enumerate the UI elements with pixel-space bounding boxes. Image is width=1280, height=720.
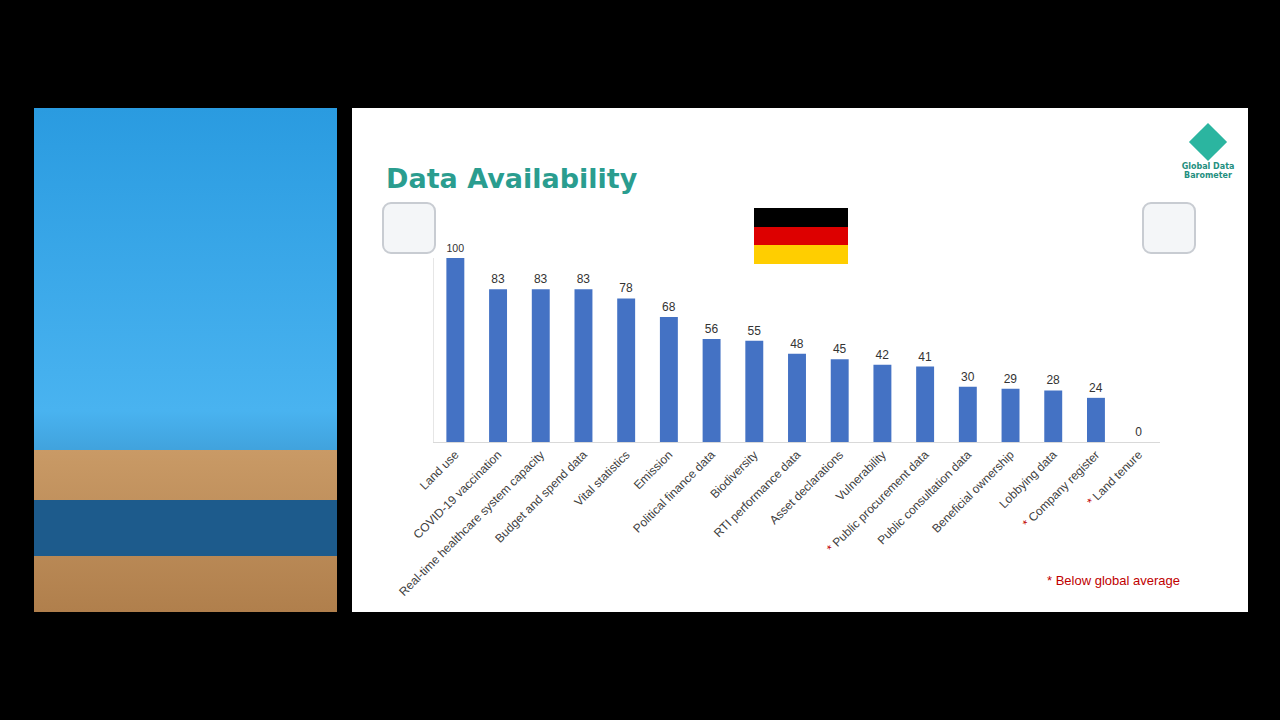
svg-text:28: 28 — [1046, 373, 1060, 387]
svg-text:100: 100 — [446, 242, 464, 254]
svg-text:83: 83 — [534, 272, 548, 286]
svg-text:55: 55 — [747, 324, 761, 338]
svg-text:30: 30 — [961, 370, 975, 384]
svg-text:Public consultation data: Public consultation data — [875, 448, 975, 548]
svg-text:RTI performance data: RTI performance data — [711, 448, 804, 541]
svg-text:Data Availability: Data Availability — [386, 163, 638, 194]
svg-text:68: 68 — [662, 300, 676, 314]
svg-text:Beneficial ownership: Beneficial ownership — [929, 448, 1017, 536]
html-text:Global Data Barometer: Global Data Barometer — [1181, 162, 1235, 180]
svg-text:24: 24 — [1089, 381, 1103, 395]
svg-text:Land use: Land use — [417, 448, 462, 493]
svg-text:Emission: Emission — [631, 448, 675, 492]
svg-text:56: 56 — [705, 322, 719, 336]
svg-text:Lobbying data: Lobbying data — [996, 448, 1059, 511]
svg-text:Biodiversity: Biodiversity — [707, 448, 760, 501]
svg-text:45: 45 — [833, 342, 847, 356]
svg-text:78: 78 — [619, 281, 633, 295]
svg-text:42: 42 — [876, 348, 890, 362]
svg-text:* Company register: * Company register — [1020, 448, 1103, 531]
svg-text:41: 41 — [918, 350, 932, 364]
svg-text:COVID-19 vaccination: COVID-19 vaccination — [411, 448, 505, 542]
svg-text:83: 83 — [577, 272, 591, 286]
svg-text:83: 83 — [491, 272, 505, 286]
svg-text:* Land tenure: * Land tenure — [1084, 448, 1145, 509]
svg-text:* Public procurement data: * Public procurement data — [824, 448, 932, 556]
svg-text:Budget and spend data: Budget and spend data — [492, 448, 590, 546]
html-text:* Below global average: * Below global average — [1047, 573, 1180, 588]
svg-text:Asset declarations: Asset declarations — [767, 448, 846, 527]
svg-text:Real-time healthcare system ca: Real-time healthcare system capacity — [396, 448, 547, 599]
svg-text:48: 48 — [790, 337, 804, 351]
svg-text:Political finance data: Political finance data — [630, 448, 718, 536]
svg-text:Vital statistics: Vital statistics — [571, 448, 632, 509]
svg-text:Vulnerability: Vulnerability — [833, 448, 889, 504]
svg-text:29: 29 — [1004, 372, 1018, 386]
svg-text:0: 0 — [1135, 425, 1142, 439]
